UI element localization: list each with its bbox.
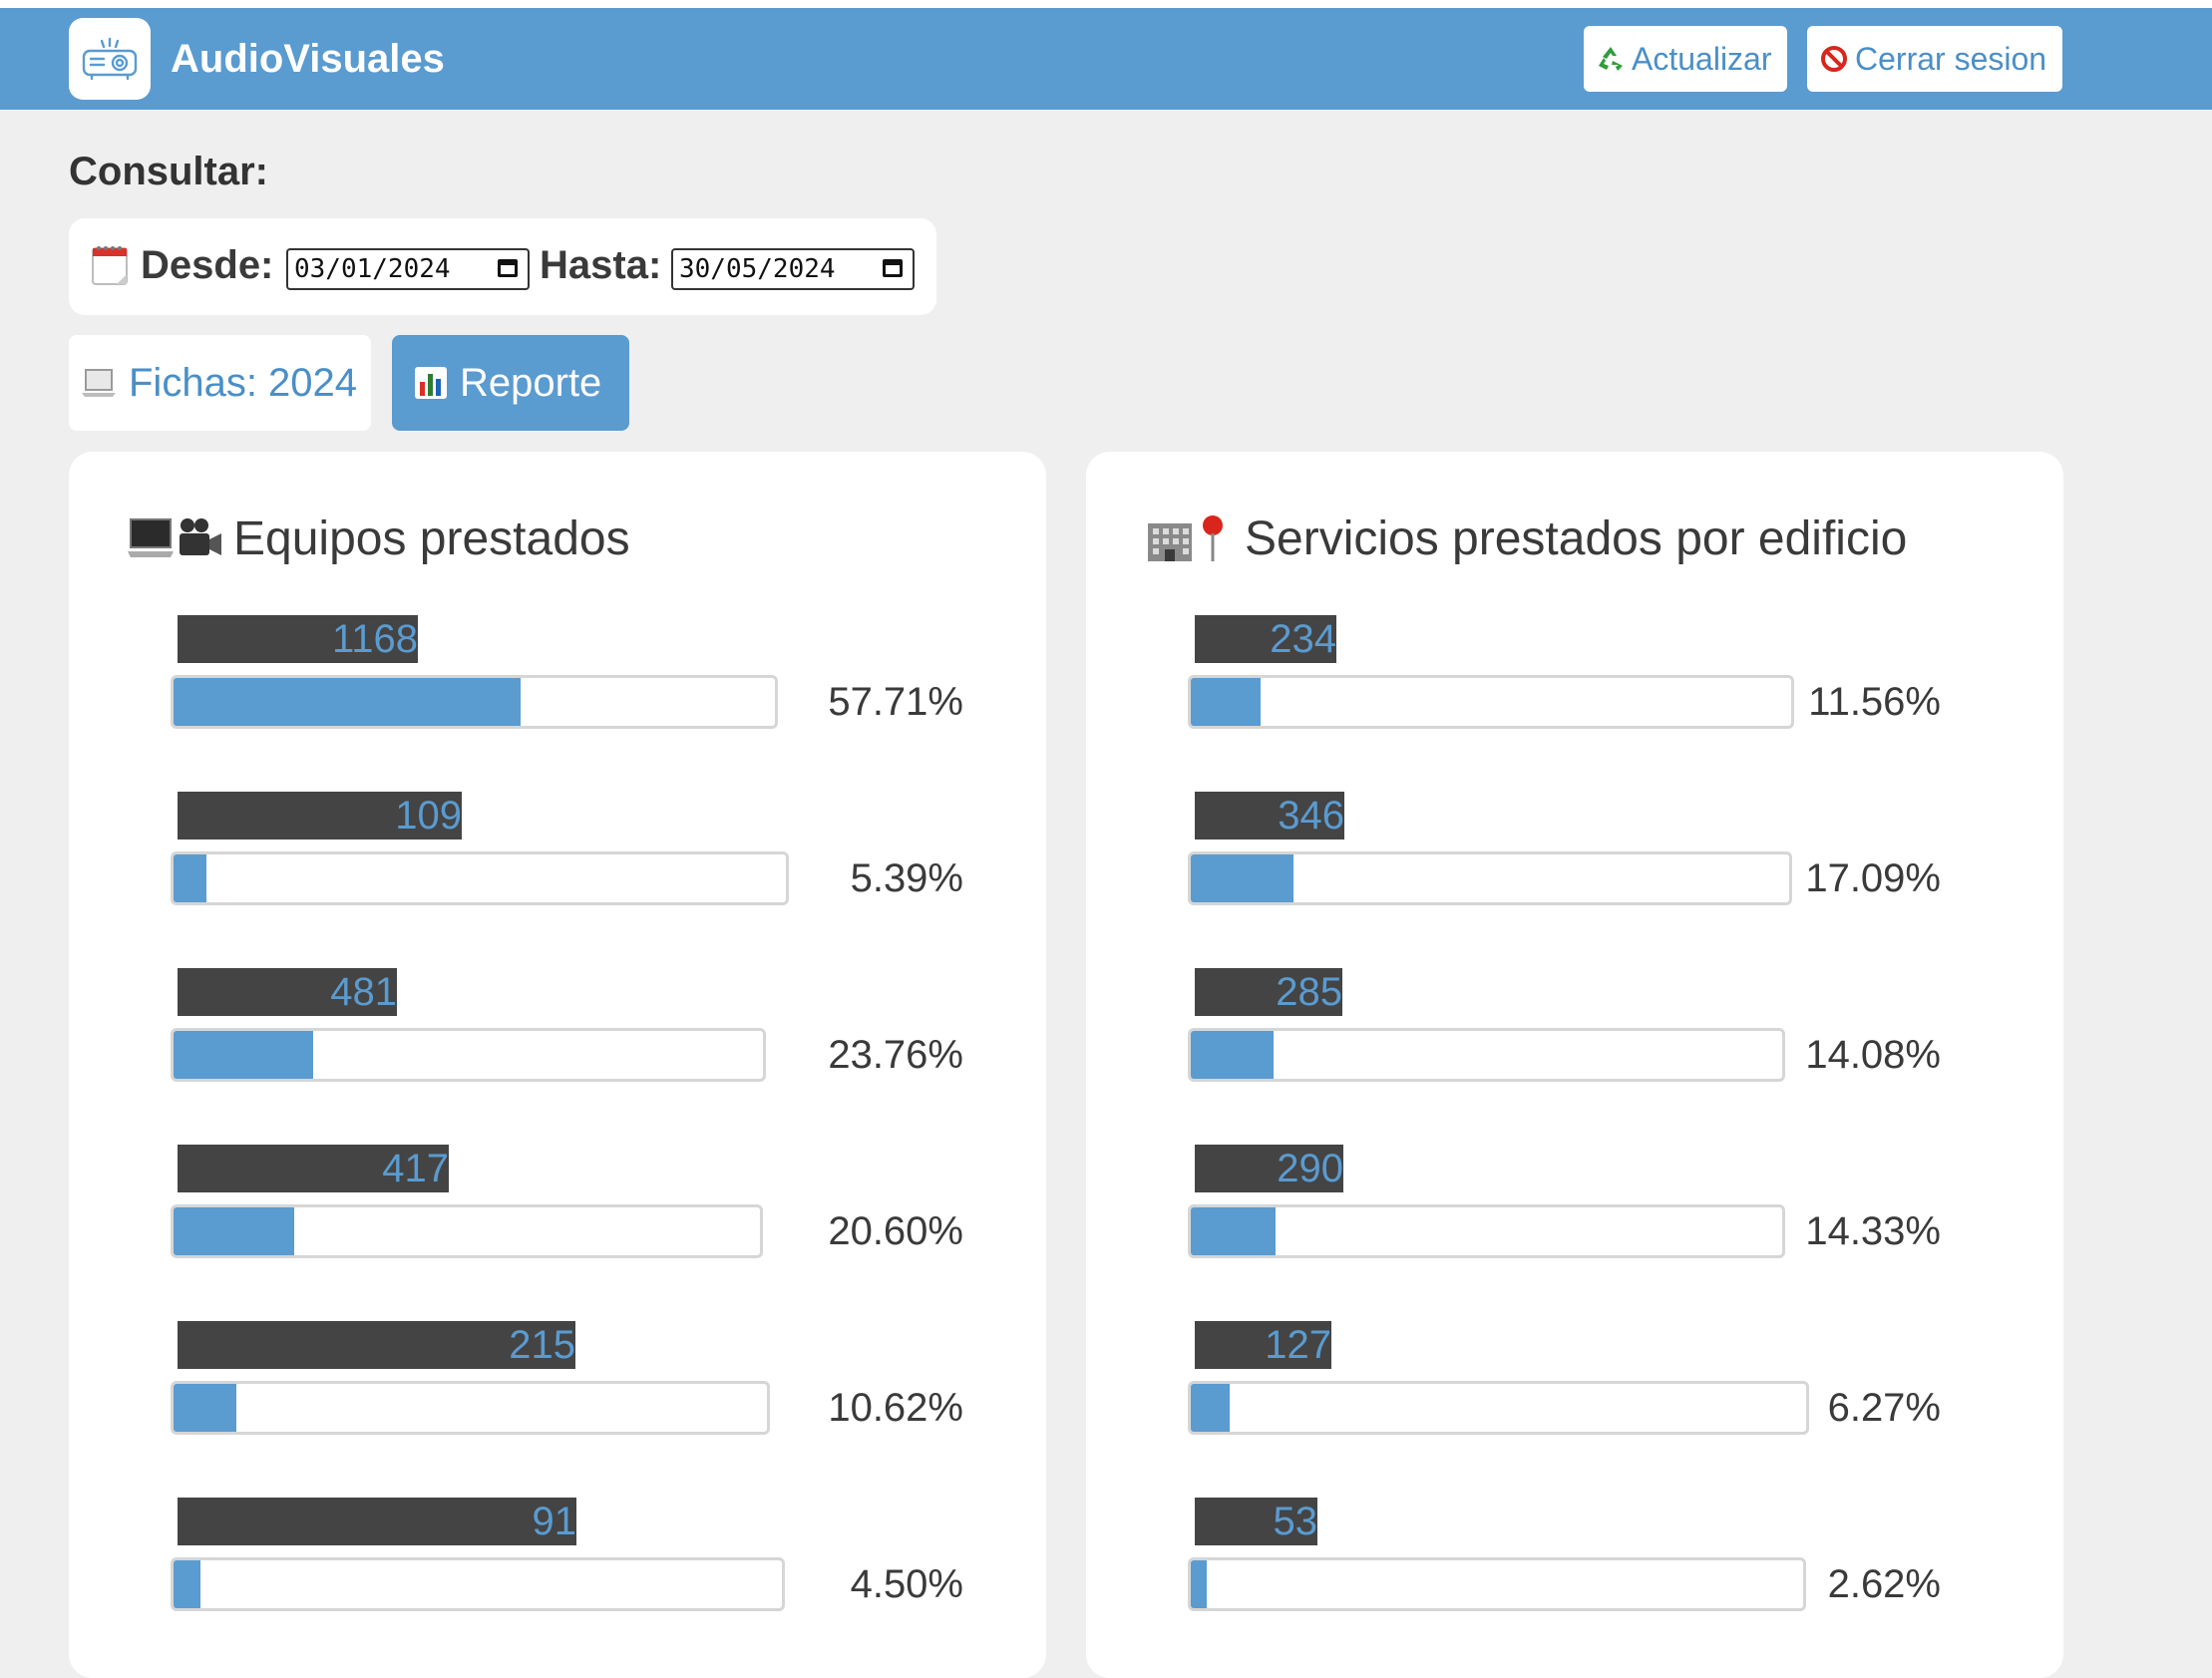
progress-bar bbox=[171, 1204, 763, 1258]
progress-bar bbox=[171, 851, 789, 905]
equipos-row: 91 4.50% bbox=[69, 1334, 1046, 1611]
from-date-value: 03/01/2024 bbox=[294, 254, 451, 284]
percent-label: 57.71% bbox=[828, 680, 963, 724]
percent-label: 23.76% bbox=[828, 1033, 963, 1077]
progress-bar bbox=[1188, 851, 1792, 905]
progress-bar bbox=[171, 675, 778, 729]
progress-bar-fill bbox=[1191, 1384, 1230, 1432]
equipos-row: 109 5.39% bbox=[69, 628, 1046, 905]
app-title: AudioVisuales bbox=[171, 37, 445, 81]
count-label: 1168 bbox=[178, 615, 418, 663]
calendar-picker-icon[interactable] bbox=[498, 259, 518, 277]
count-label: 215 bbox=[178, 1321, 575, 1369]
percent-label: 4.50% bbox=[850, 1562, 963, 1606]
logout-button[interactable]: Cerrar sesion bbox=[1807, 26, 2062, 92]
percent-label: 6.27% bbox=[1827, 1386, 1941, 1430]
percent-label: 5.39% bbox=[850, 856, 963, 900]
progress-bar-fill bbox=[174, 1384, 237, 1432]
progress-bar bbox=[171, 1028, 766, 1082]
progress-bar bbox=[1188, 1204, 1785, 1258]
count-label: 109 bbox=[178, 792, 462, 839]
servicios-row: 290 14.33% bbox=[1086, 981, 2063, 1258]
progress-bar bbox=[1188, 1381, 1809, 1435]
progress-bar bbox=[1188, 1557, 1806, 1611]
count-label: 53 bbox=[1195, 1498, 1317, 1545]
logout-label: Cerrar sesion bbox=[1855, 40, 2047, 77]
projector-logo-icon bbox=[69, 18, 151, 100]
count-label: 234 bbox=[1195, 615, 1336, 663]
equipos-title: Equipos prestados bbox=[128, 511, 630, 566]
servicios-title: Servicios prestados por edificio bbox=[1145, 511, 1907, 566]
count-label: 417 bbox=[178, 1145, 449, 1192]
progress-bar-fill bbox=[174, 1207, 295, 1255]
equipos-row: 215 10.62% bbox=[69, 1158, 1046, 1435]
count-label: 346 bbox=[1195, 792, 1344, 839]
to-date-input[interactable]: 30/05/2024 bbox=[671, 248, 915, 290]
progress-bar-fill bbox=[174, 1560, 201, 1608]
calendar-picker-icon[interactable] bbox=[883, 259, 903, 277]
progress-bar-fill bbox=[174, 678, 521, 726]
progress-bar-fill bbox=[174, 1031, 314, 1079]
count-label: 91 bbox=[178, 1498, 576, 1545]
reporte-button[interactable]: Reporte bbox=[392, 335, 629, 431]
fichas-button[interactable]: Fichas: 2024 bbox=[69, 335, 371, 431]
progress-bar bbox=[171, 1381, 770, 1435]
percent-label: 14.33% bbox=[1805, 1209, 1941, 1253]
percent-label: 20.60% bbox=[828, 1209, 963, 1253]
equipos-row: 417 20.60% bbox=[69, 981, 1046, 1258]
to-date-value: 30/05/2024 bbox=[679, 254, 836, 284]
recycle-icon bbox=[1596, 44, 1626, 74]
progress-bar-fill bbox=[1191, 678, 1261, 726]
equipos-card: Equipos prestados 1168 57.71% 109 5.39% 481 2… bbox=[69, 452, 1046, 1678]
to-label: Hasta: bbox=[540, 243, 662, 287]
equipos-title-text: Equipos prestados bbox=[233, 512, 630, 565]
refresh-button[interactable]: Actualizar bbox=[1584, 26, 1787, 92]
consultar-heading: Consultar: bbox=[69, 150, 268, 193]
percent-label: 10.62% bbox=[828, 1386, 963, 1430]
count-label: 285 bbox=[1195, 968, 1342, 1016]
count-label: 290 bbox=[1195, 1145, 1343, 1192]
count-label: 127 bbox=[1195, 1321, 1331, 1369]
equipos-row: 1168 57.71% bbox=[69, 452, 1046, 729]
servicios-row: 127 6.27% bbox=[1086, 1158, 2063, 1435]
percent-label: 2.62% bbox=[1827, 1562, 1941, 1606]
progress-bar-fill bbox=[1191, 1207, 1276, 1255]
top-edge bbox=[0, 0, 2212, 8]
servicios-card: Servicios prestados por edificio 234 11.5… bbox=[1086, 452, 2063, 1678]
laptop-camera-icon bbox=[128, 513, 223, 565]
building-pin-icon bbox=[1145, 513, 1235, 565]
progress-bar-fill bbox=[174, 854, 207, 902]
fichas-label: Fichas: 2024 bbox=[129, 360, 358, 405]
percent-label: 17.09% bbox=[1805, 856, 1941, 900]
laptop-icon bbox=[81, 367, 117, 399]
servicios-row: 53 2.62% bbox=[1086, 1334, 2063, 1611]
servicios-row: 346 17.09% bbox=[1086, 628, 2063, 905]
reporte-label: Reporte bbox=[460, 360, 602, 405]
percent-label: 14.08% bbox=[1805, 1033, 1941, 1077]
servicios-row: 234 11.56% bbox=[1086, 452, 2063, 729]
refresh-label: Actualizar bbox=[1632, 40, 1772, 77]
progress-bar-fill bbox=[1191, 1031, 1275, 1079]
servicios-row: 285 14.08% bbox=[1086, 805, 2063, 1082]
date-range-filter: Desde: 03/01/2024 Hasta: 30/05/2024 bbox=[69, 218, 936, 315]
app-header: AudioVisuales Actualizar Cerrar sesion bbox=[0, 8, 2212, 110]
percent-label: 11.56% bbox=[1808, 680, 1941, 724]
progress-bar-fill bbox=[1191, 854, 1293, 902]
servicios-title-text: Servicios prestados por edificio bbox=[1245, 512, 1908, 565]
progress-bar bbox=[1188, 1028, 1785, 1082]
count-label: 481 bbox=[178, 968, 397, 1016]
progress-bar bbox=[1188, 675, 1794, 729]
equipos-row: 481 23.76% bbox=[69, 805, 1046, 1082]
from-date-input[interactable]: 03/01/2024 bbox=[286, 248, 530, 290]
from-label: Desde: bbox=[141, 243, 274, 287]
calendar-icon bbox=[91, 244, 129, 291]
progress-bar bbox=[171, 1557, 785, 1611]
prohibited-icon bbox=[1819, 44, 1849, 74]
bar-chart-icon bbox=[414, 366, 448, 400]
progress-bar-fill bbox=[1191, 1560, 1208, 1608]
